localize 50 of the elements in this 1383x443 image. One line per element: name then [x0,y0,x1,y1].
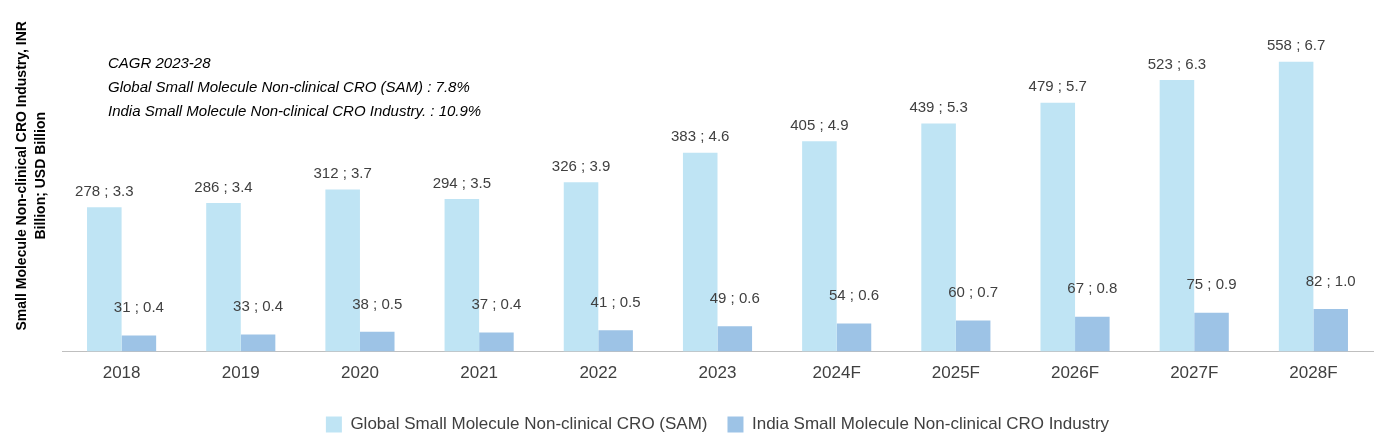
data-label: 439 ; 5.3 [909,98,968,116]
bar [598,330,633,352]
data-label: 523 ; 6.3 [1147,54,1207,72]
x-tick-label: 2027F [1170,363,1219,383]
x-tick-label: 2019 [221,363,260,383]
x-tick-label: 2021 [460,363,499,383]
data-label: 294 ; 3.5 [432,173,492,191]
legend-label: Global Small Molecule Non-clinical CRO (SAM) [350,414,708,434]
annotation: CAGR 2023-28 [108,54,212,71]
data-label: 82 ; 1.0 [1305,271,1356,289]
data-label: 286 ; 3.4 [194,177,253,195]
data-label: 383 ; 4.6 [671,127,730,145]
data-label: 558 ; 6.7 [1266,36,1326,54]
x-tick-label: 2020 [341,363,379,383]
annotation: India Small Molecule Non-clinical CRO Industry. : 10.9% [108,102,482,119]
bar [955,320,991,352]
data-label: 49 ; 0.6 [709,288,760,306]
data-label: 38 ; 0.5 [352,294,403,312]
x-tick-label: 2022 [579,363,618,383]
x-tick-label: 2024F [812,363,861,383]
data-label: 479 ; 5.7 [1028,77,1087,95]
annotation: Global Small Molecule Non-clinical CRO (SAM) : 7.8% [108,78,470,95]
x-tick-label: 2018 [102,363,141,383]
data-label: 75 ; 0.9 [1186,275,1237,293]
bar [121,335,157,352]
data-label: 41 ; 0.5 [590,292,641,310]
y-axis-title: Small Molecule Non-clinical CRO Industry, INR Billion; USD Billion [13,21,48,331]
x-tick-label: 2026F [1050,363,1100,383]
legend-label: India Small Molecule Non-clinical CRO Industry [751,414,1110,434]
bar [240,334,276,352]
data-label: 405 ; 4.9 [790,115,849,133]
bar [359,331,395,352]
bar [1075,316,1110,352]
x-tick-label: 2023 [698,363,737,383]
bar [1313,309,1348,352]
bar [479,332,514,352]
data-label: 37 ; 0.4 [471,295,522,313]
bar [1194,312,1229,352]
bar [836,323,872,352]
data-label: 31 ; 0.4 [113,298,164,316]
data-label: 326 ; 3.9 [551,156,611,174]
data-label: 60 ; 0.7 [948,283,999,301]
data-label: 278 ; 3.3 [75,181,134,199]
bar [717,326,753,352]
data-label: 312 ; 3.7 [313,164,372,182]
x-tick-label: 2025F [931,363,980,383]
x-tick-label: 2028F [1289,363,1338,383]
data-label: 33 ; 0.4 [233,297,284,315]
data-label: 54 ; 0.6 [828,286,879,304]
data-label: 67 ; 0.8 [1067,279,1118,297]
